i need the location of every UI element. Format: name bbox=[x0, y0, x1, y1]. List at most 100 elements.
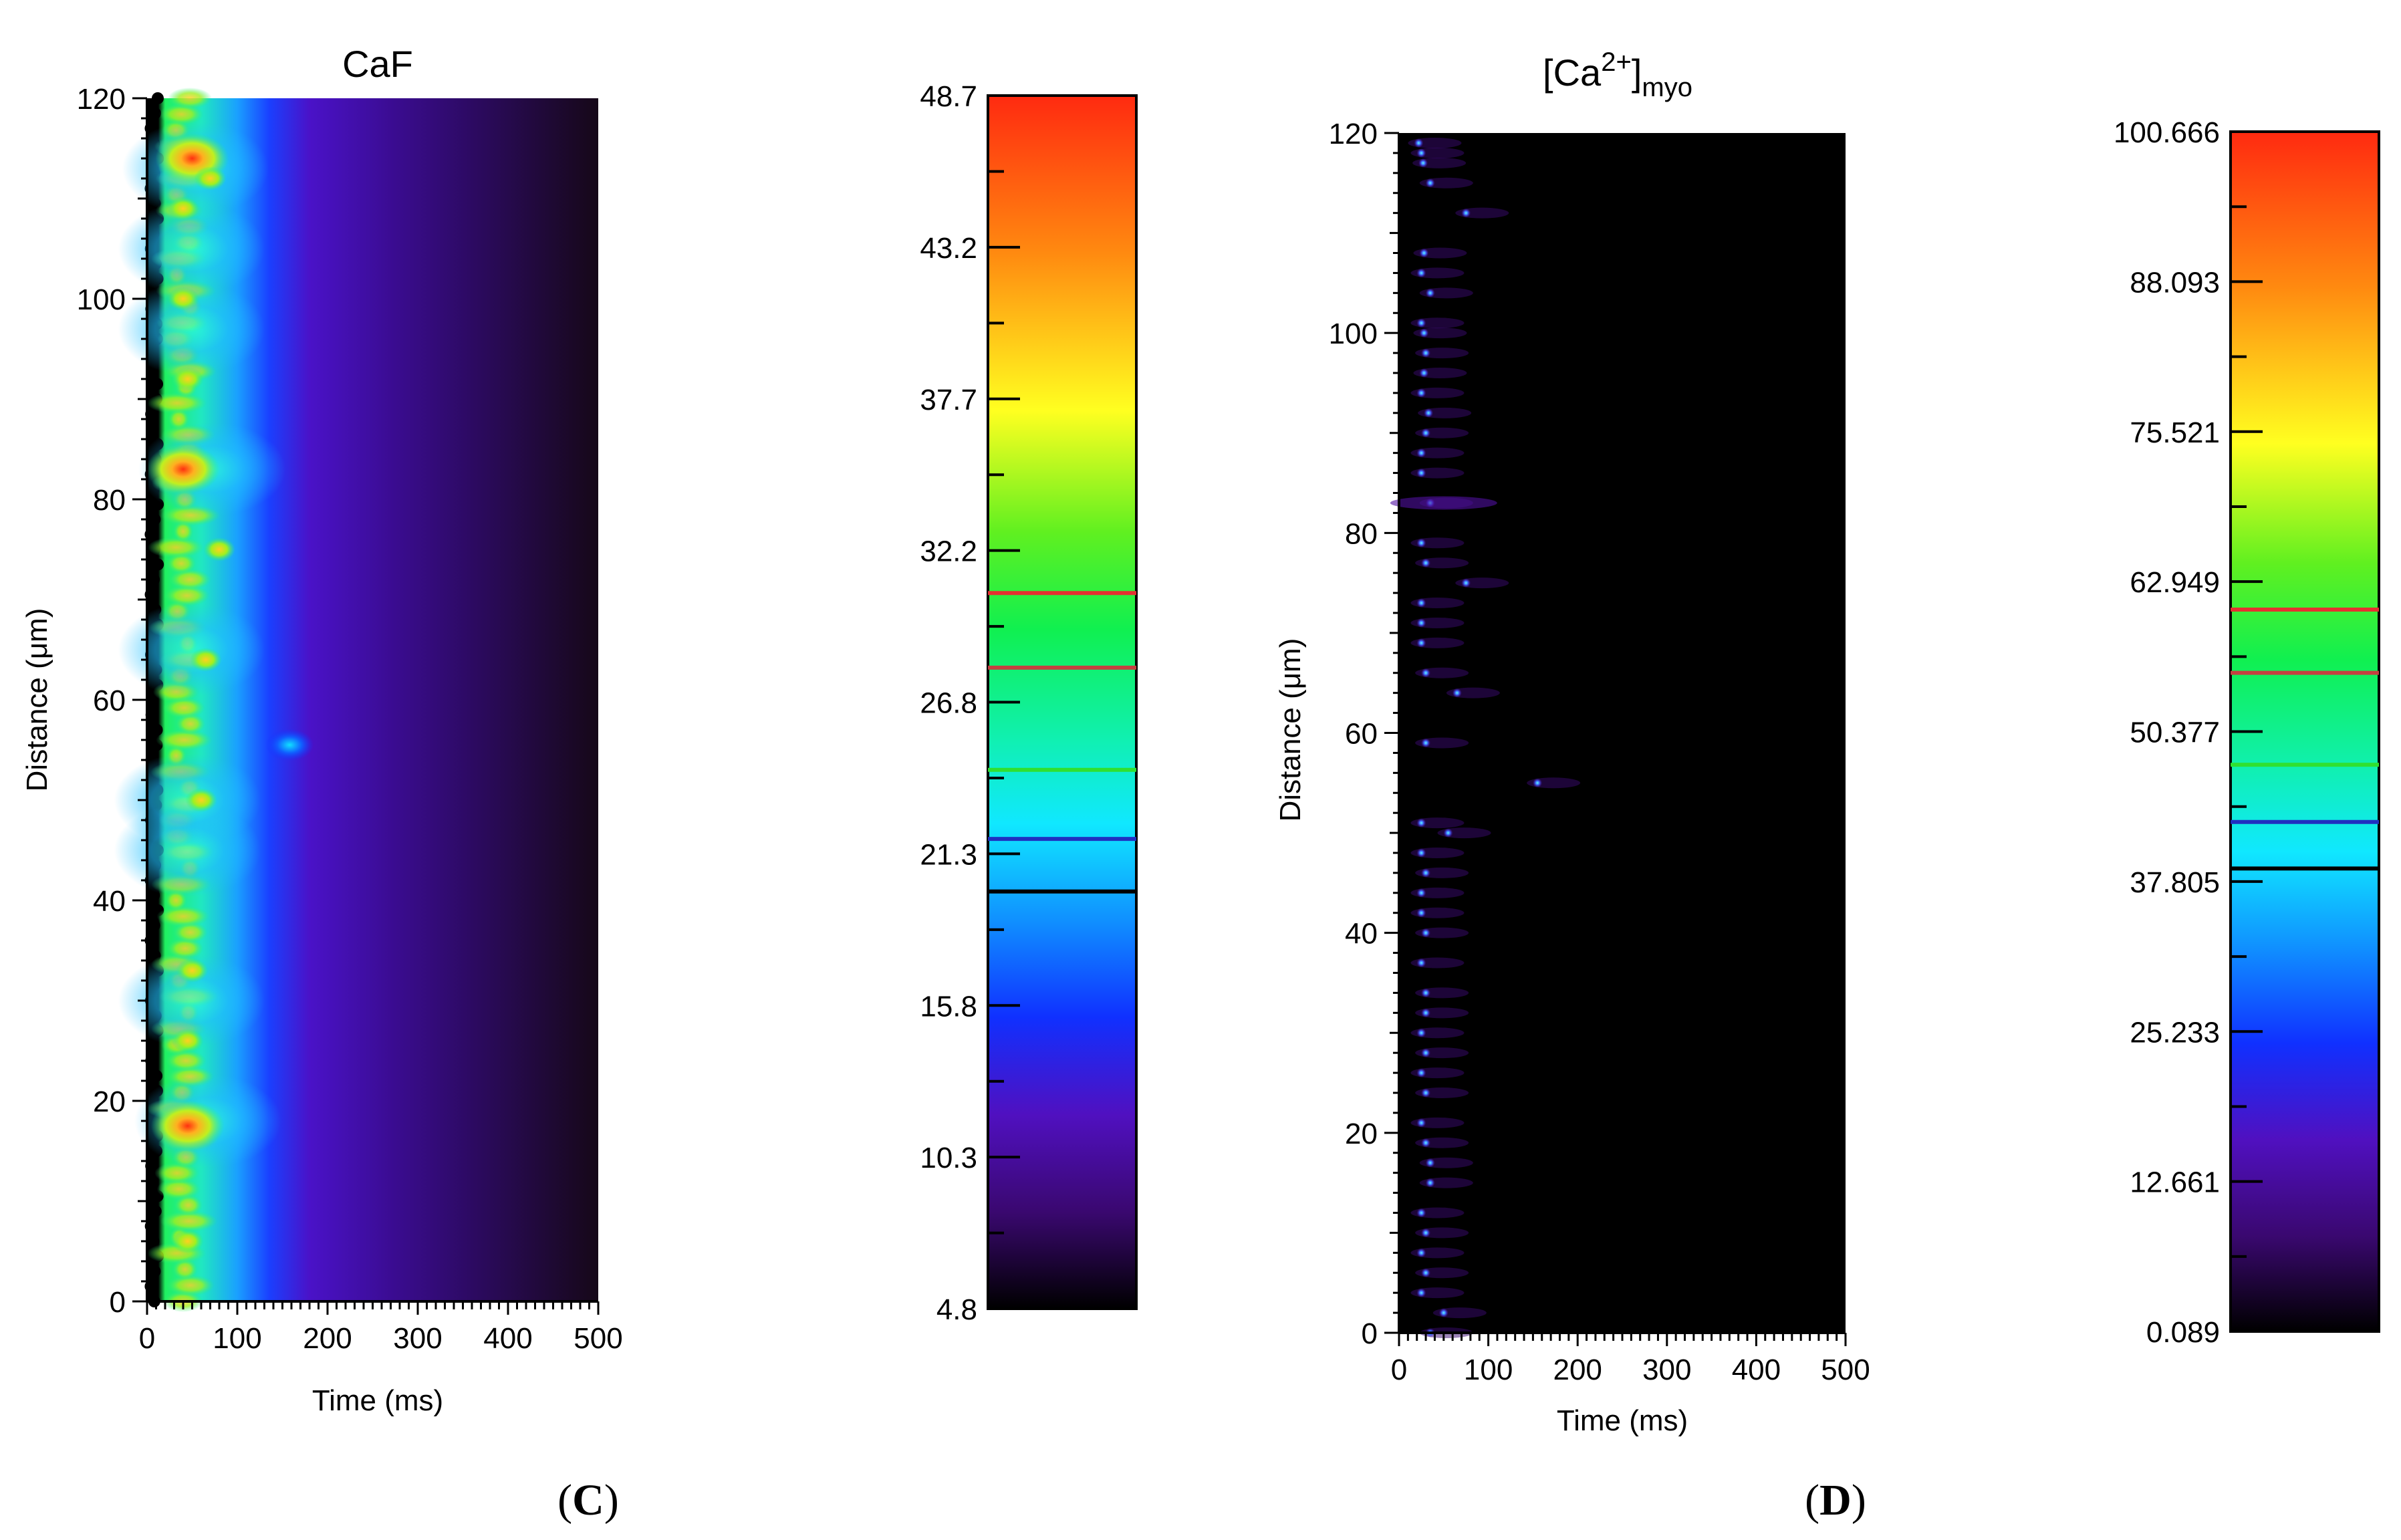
spark bbox=[1419, 248, 1429, 258]
x-tick-label: 400 bbox=[1732, 1354, 1781, 1386]
spark bbox=[1416, 1028, 1426, 1038]
release-site bbox=[164, 585, 210, 606]
spark bbox=[1421, 558, 1431, 568]
panel-letter: D bbox=[1819, 1476, 1852, 1525]
spark bbox=[1419, 368, 1429, 378]
spark bbox=[1419, 328, 1429, 338]
colorbar-ticks: 100.666 88.093 75.521 62.949 50.377 37.805 25.… bbox=[2114, 116, 2379, 1349]
diffusion-bulge bbox=[118, 282, 265, 376]
y-axis-label: Distance (μm) bbox=[21, 608, 53, 792]
y-tick-label: 20 bbox=[1345, 1118, 1378, 1150]
edge-bead bbox=[148, 513, 161, 525]
panel-d: [Ca2+]myo 0 100 200 300 400 500 0 20 40 60 80 100 12… bbox=[1274, 47, 2380, 1525]
colorbar-tick-label: 48.7 bbox=[920, 80, 977, 113]
spark bbox=[1421, 348, 1431, 358]
colorbar-tick-label: 12.661 bbox=[2130, 1166, 2220, 1199]
chart-title: [Ca2+]myo bbox=[1543, 47, 1692, 102]
x-tick-label: 100 bbox=[1464, 1354, 1513, 1386]
x-tick-label: 200 bbox=[303, 1322, 352, 1355]
release-site bbox=[174, 1194, 203, 1216]
colorbar-ticks: 48.7 43.2 37.7 32.2 26.8 21.3 15.8 10.3 4.8 bbox=[920, 80, 1136, 1326]
edge-bead bbox=[151, 92, 164, 104]
release-site bbox=[166, 553, 197, 574]
y-tick-label: 0 bbox=[1362, 1317, 1378, 1350]
title-superscript: 2+ bbox=[1601, 47, 1632, 77]
y-tick-label: 60 bbox=[1345, 718, 1378, 751]
release-site bbox=[166, 1275, 215, 1296]
spark bbox=[1416, 598, 1426, 608]
spark bbox=[1443, 828, 1453, 838]
spark bbox=[1414, 138, 1424, 148]
title-main: [Ca bbox=[1543, 51, 1602, 94]
y-tick-label: 20 bbox=[93, 1085, 126, 1118]
spark bbox=[1416, 268, 1426, 278]
spark bbox=[1416, 888, 1426, 898]
spark bbox=[1425, 178, 1435, 188]
spark bbox=[1421, 1268, 1431, 1278]
edge-bead bbox=[150, 724, 163, 736]
panel-label: (D) bbox=[1805, 1476, 1866, 1525]
spark bbox=[1416, 388, 1426, 398]
release-site bbox=[168, 569, 211, 590]
y-tick-label: 40 bbox=[1345, 918, 1378, 950]
edge-bead bbox=[149, 1205, 162, 1217]
y-tick-label: 80 bbox=[1345, 517, 1378, 550]
x-tick-label: 200 bbox=[1553, 1354, 1602, 1386]
warm-spot bbox=[167, 197, 199, 221]
panel-letter: C bbox=[572, 1476, 604, 1525]
diffusion-bulge bbox=[118, 202, 265, 295]
x-tick-label: 300 bbox=[393, 1322, 442, 1355]
edge-bead bbox=[146, 1175, 159, 1187]
colorbar-tick-label: 43.2 bbox=[920, 232, 977, 265]
diffusion-bulge bbox=[118, 603, 265, 696]
spark bbox=[1416, 618, 1426, 628]
spark bbox=[1416, 638, 1426, 648]
spark bbox=[1425, 288, 1435, 298]
spark bbox=[1416, 1068, 1426, 1078]
spark bbox=[1421, 1088, 1431, 1098]
colorbar-tick-label: 4.8 bbox=[936, 1293, 977, 1326]
x-axis-label: Time (ms) bbox=[1557, 1404, 1688, 1437]
edge-bead bbox=[150, 1069, 163, 1082]
edge-bead bbox=[146, 694, 158, 706]
spark bbox=[1416, 958, 1426, 968]
spark bbox=[1438, 1308, 1448, 1318]
colorbar-tick-label: 62.949 bbox=[2130, 566, 2220, 599]
spark bbox=[1416, 818, 1426, 828]
x-tick-label: 500 bbox=[1821, 1354, 1870, 1386]
spark bbox=[1416, 468, 1426, 478]
spark bbox=[1421, 1228, 1431, 1238]
release-site bbox=[154, 1162, 200, 1184]
release-site bbox=[168, 408, 190, 430]
spark bbox=[1416, 448, 1426, 458]
edge-bead bbox=[148, 107, 161, 120]
x-tick-label: 400 bbox=[483, 1322, 532, 1355]
release-site bbox=[166, 938, 204, 959]
release-site bbox=[172, 922, 208, 943]
release-site bbox=[167, 88, 213, 109]
title-subscript: myo bbox=[1642, 73, 1692, 102]
y-tick-label: 0 bbox=[110, 1286, 126, 1319]
hot-spot bbox=[150, 1100, 225, 1152]
colorbar-tick-label: 26.8 bbox=[920, 687, 977, 720]
spark bbox=[1424, 408, 1434, 418]
warm-spot bbox=[171, 1229, 204, 1253]
y-tick-label: 120 bbox=[77, 83, 126, 116]
late-spark bbox=[265, 729, 314, 761]
y-tick-label: 100 bbox=[77, 283, 126, 316]
colorbar: 48.7 43.2 37.7 32.2 26.8 21.3 15.8 10.3 4.8 bbox=[920, 80, 1138, 1326]
colorbar-tick-label: 21.3 bbox=[920, 838, 977, 871]
edge-bead bbox=[146, 1039, 159, 1052]
chart-title: CaF bbox=[342, 43, 413, 85]
y-tick-label: 100 bbox=[1329, 317, 1378, 350]
spark bbox=[1461, 208, 1471, 218]
warm-spot bbox=[167, 287, 199, 311]
edge-bead bbox=[151, 378, 164, 390]
release-site bbox=[159, 104, 204, 125]
release-site bbox=[156, 906, 210, 927]
warm-spot bbox=[171, 1029, 204, 1053]
warm-spot bbox=[194, 166, 227, 190]
colorbar-tick-label: 37.805 bbox=[2130, 866, 2220, 899]
colorbar-tick-label: 75.521 bbox=[2130, 416, 2220, 449]
